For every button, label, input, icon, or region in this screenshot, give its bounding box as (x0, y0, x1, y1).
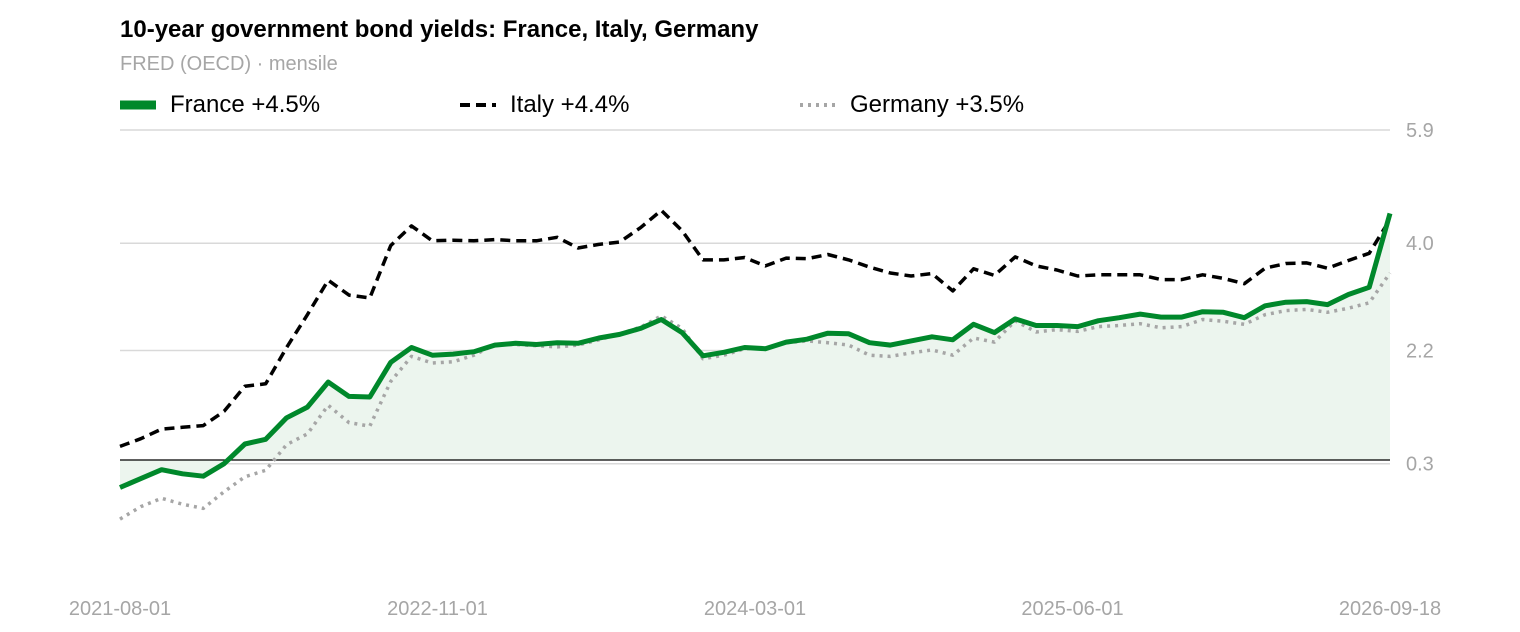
x-tick-label-4: 2026-09-18 (1339, 598, 1441, 620)
legend-label-germany: Germany +3.5% (850, 91, 1025, 118)
x-tick-label-0: 2021-08-01 (69, 598, 171, 620)
legend-item-germany: Germany +3.5% (800, 90, 1024, 120)
chart-title: 10-year government bond yields: France, … (120, 16, 759, 43)
legend-item-france: France +4.5% (120, 90, 320, 120)
legend-label-italy: Italy +4.4% (510, 91, 630, 118)
y-tick-label-2: 4.0 (1406, 233, 1434, 255)
x-tick-label-2: 2024-03-01 (704, 598, 806, 620)
legend-swatch-germany (800, 103, 836, 107)
x-tick-label-3: 2025-06-01 (1021, 598, 1123, 620)
legend-swatch-italy (460, 103, 496, 107)
series-line-france (119, 212, 1393, 490)
y-tick-label-3: 5.9 (1406, 120, 1434, 142)
chart-subtitle: FRED (OECD) · mensile (120, 53, 338, 75)
legend-item-italy: Italy +4.4% (460, 90, 629, 120)
legend-label-france: France +4.5% (170, 91, 321, 118)
legend-swatch-france (120, 100, 156, 110)
y-tick-label-0: 0.3 (1406, 454, 1434, 476)
series-line-italy (119, 208, 1392, 449)
x-tick-label-1: 2022-11-01 (387, 598, 488, 620)
y-tick-label-1: 2.2 (1406, 340, 1434, 362)
